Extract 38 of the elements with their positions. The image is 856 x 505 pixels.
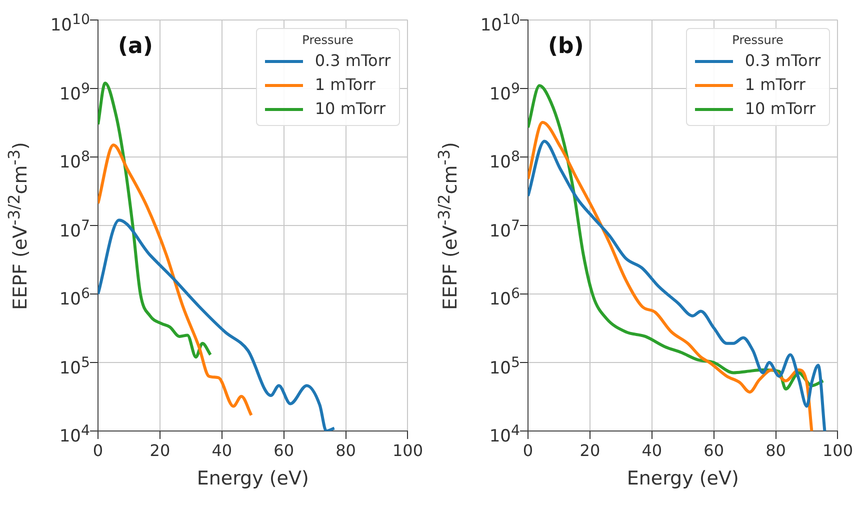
- y-tick-label: 10$^{10}$: [50, 11, 90, 38]
- y-tick-label: 10$^{4}$: [489, 422, 520, 449]
- legend-label: 1 mTorr: [314, 74, 376, 96]
- y-tick-label: 10$^{8}$: [59, 148, 90, 175]
- legend-label: 0.3 mTorr: [744, 50, 821, 72]
- x-tick-label: 40: [642, 440, 662, 460]
- y-tick-label: 10$^{5}$: [489, 354, 520, 380]
- y-tick-label: 10$^{8}$: [489, 148, 520, 175]
- y-tick-label: 10$^{7}$: [489, 216, 520, 244]
- legend-label: 0.3 mTorr: [314, 50, 391, 72]
- legend-title: Pressure: [301, 33, 354, 47]
- x-tick-label: 20: [150, 440, 170, 460]
- x-tick-label: 100: [822, 440, 854, 460]
- x-tick-label: 20: [580, 440, 600, 460]
- x-tick-label: 80: [766, 440, 786, 460]
- x-tick-label: 100: [392, 440, 424, 460]
- x-tick-label: 60: [704, 440, 724, 460]
- y-tick-label: 10$^{5}$: [59, 354, 90, 380]
- legend-label: 1 mTorr: [744, 74, 806, 96]
- x-tick-label: 0: [522, 440, 534, 460]
- y-tick-label: 10$^{10}$: [480, 11, 520, 38]
- y-tick-label: 10$^{9}$: [489, 80, 520, 106]
- annotation: (b): [548, 34, 584, 59]
- x-tick-label: 80: [336, 440, 356, 460]
- x-axis-title: Energy (eV): [626, 468, 739, 490]
- y-tick-label: 10$^{4}$: [59, 422, 90, 449]
- y-tick-label: 10$^{7}$: [59, 216, 90, 244]
- y-tick-label: 10$^{6}$: [489, 285, 520, 312]
- x-tick-label: 0: [92, 440, 104, 460]
- x-axis-title: Energy (eV): [196, 468, 309, 490]
- annotation: (a): [118, 34, 153, 59]
- legend-title: Pressure: [731, 33, 784, 47]
- y-tick-label: 10$^{6}$: [59, 285, 90, 312]
- legend-label: 10 mTorr: [744, 98, 816, 120]
- y-tick-label: 10$^{9}$: [59, 80, 90, 106]
- legend-label: 10 mTorr: [314, 98, 386, 120]
- x-tick-label: 60: [274, 440, 294, 460]
- x-tick-label: 40: [212, 440, 232, 460]
